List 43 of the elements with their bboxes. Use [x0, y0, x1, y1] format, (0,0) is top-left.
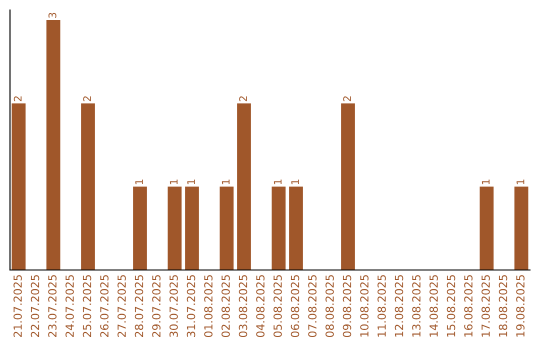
x-tick-label: 05.08.2025 — [273, 275, 282, 338]
x-tick-label: 21.07.2025 — [13, 275, 22, 337]
x-tick-label: 02.08.2025 — [221, 275, 230, 338]
x-tick-label: 23.07.2025 — [48, 275, 57, 337]
x-tick-label: 07.08.2025 — [308, 275, 317, 338]
x-tick-label: 18.08.2025 — [498, 275, 508, 337]
x-tick-label: 17.08.2025 — [481, 275, 490, 337]
x-tick-label: 03.08.2025 — [238, 275, 248, 338]
data-label: 2 — [239, 96, 247, 102]
x-tick-label: 24.07.2025 — [65, 275, 74, 337]
x-tick-label: 31.07.2025 — [186, 275, 196, 337]
data-label: 1 — [291, 180, 299, 184]
x-tick-label: 06.08.2025 — [290, 275, 300, 338]
data-label: 2 — [14, 96, 22, 102]
x-tick-label: 30.07.2025 — [169, 275, 178, 337]
data-label: 1 — [135, 180, 143, 184]
data-label: 1 — [170, 180, 178, 184]
x-tick-label: 19.08.2025 — [516, 275, 525, 337]
x-tick-label: 28.07.2025 — [134, 275, 144, 337]
data-label: 3 — [48, 12, 56, 18]
x-tick-label: 15.08.2025 — [446, 275, 456, 337]
x-tick-label: 01.08.2025 — [204, 275, 213, 338]
x-tick-label: 04.08.2025 — [256, 275, 265, 338]
x-tick-label: 25.07.2025 — [82, 275, 92, 337]
data-label: 1 — [516, 180, 524, 184]
x-tick-label: 09.08.2025 — [342, 275, 352, 338]
data-label: 1 — [222, 180, 230, 184]
data-label: 2 — [343, 96, 351, 102]
x-tick-label: 12.08.2025 — [394, 275, 404, 337]
data-label: 2 — [83, 96, 91, 102]
data-label: 1 — [482, 180, 490, 184]
x-tick-label: 16.08.2025 — [464, 275, 473, 337]
x-tick-label: 13.08.2025 — [412, 275, 421, 337]
x-tick-label: 22.07.2025 — [30, 275, 40, 337]
x-tick-label: 29.07.2025 — [152, 275, 161, 337]
data-label: 1 — [274, 180, 282, 184]
x-tick-label: 11.08.2025 — [377, 275, 386, 337]
x-tick-label: 27.07.2025 — [117, 275, 126, 337]
x-tick-label: 14.08.2025 — [429, 275, 438, 337]
data-label: 1 — [187, 180, 195, 184]
x-tick-label: 10.08.2025 — [360, 275, 369, 337]
x-tick-label: 26.07.2025 — [100, 275, 109, 337]
x-tick-label: 08.08.2025 — [325, 275, 334, 338]
